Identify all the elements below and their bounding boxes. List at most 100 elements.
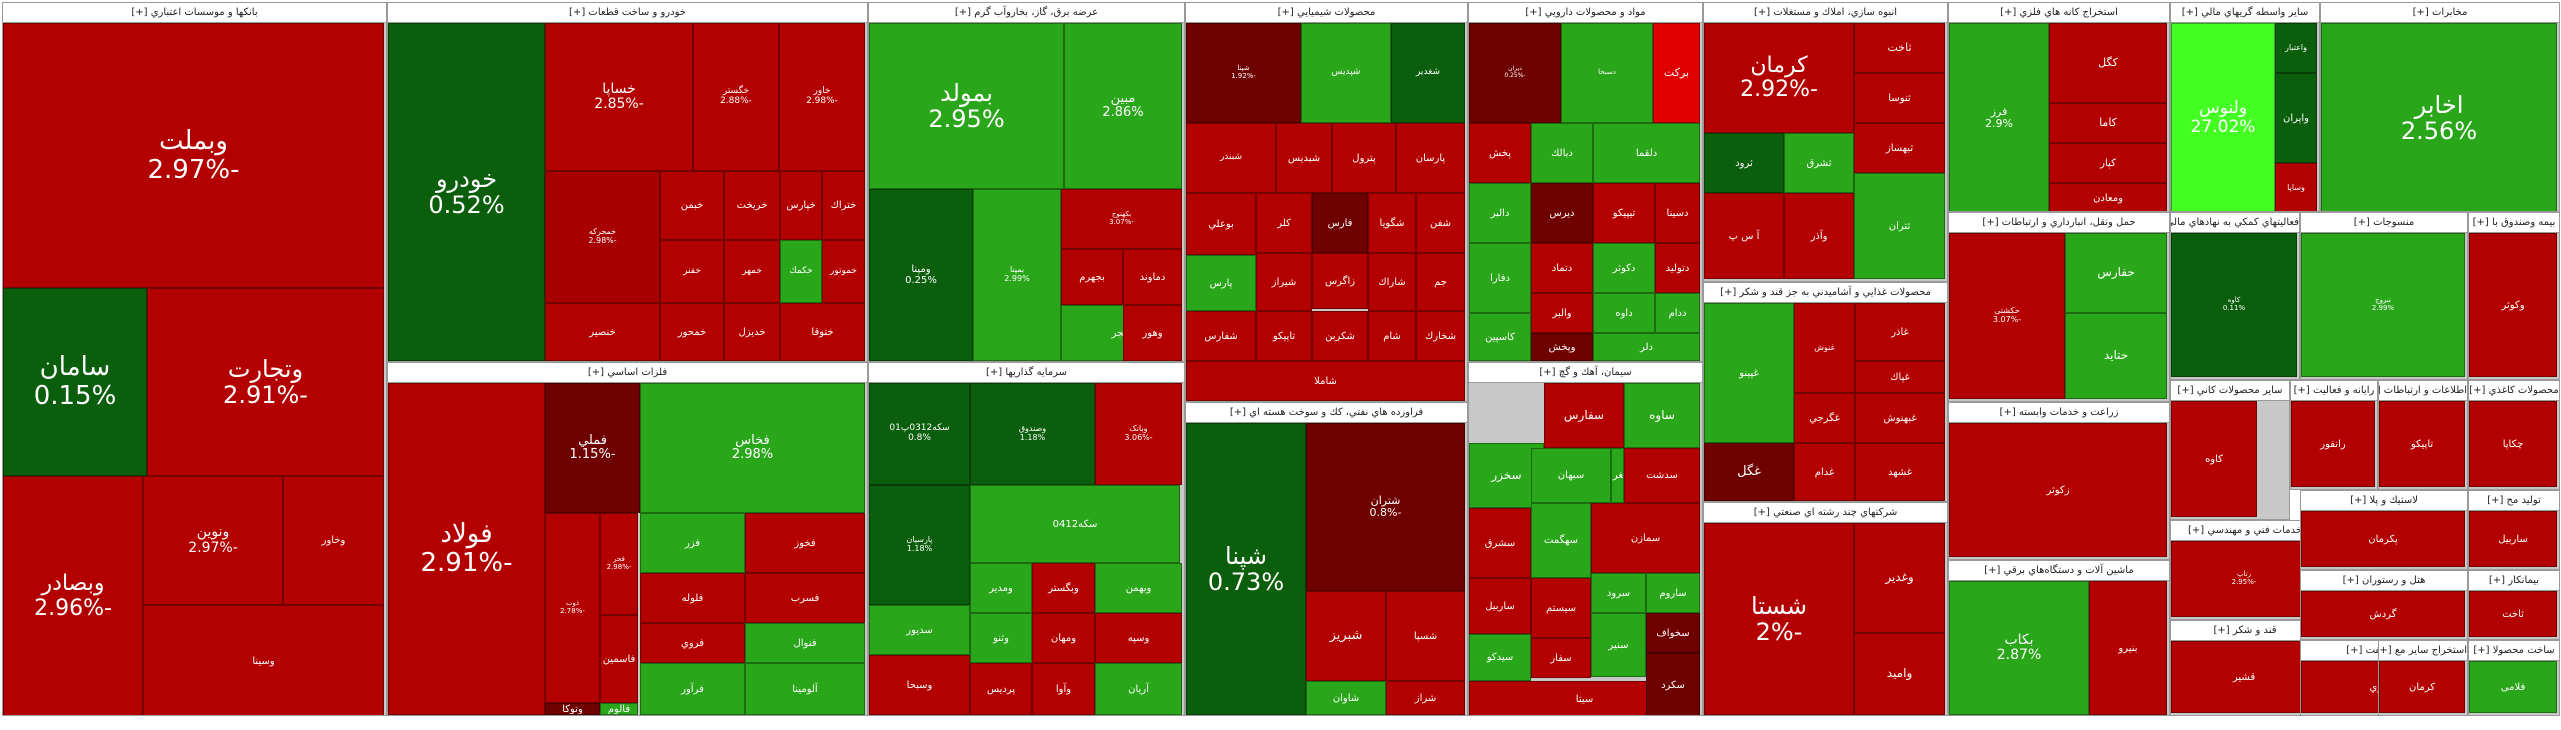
stock-tile[interactable]: ساربیل — [1469, 578, 1531, 634]
stock-tile[interactable]: زاگرس — [1312, 253, 1368, 309]
stock-tile[interactable]: پارسيان 1.18% — [869, 485, 970, 605]
stock-tile[interactable]: بمپنا 2.99% — [973, 189, 1061, 361]
stock-tile[interactable]: فرآور — [640, 663, 745, 715]
sector-title[interactable]: ساير محصولات كاني [+] — [2171, 381, 2289, 401]
stock-tile[interactable]: غگرجي — [1794, 393, 1855, 443]
stock-tile[interactable]: زكوثر — [1949, 423, 2167, 557]
stock-tile[interactable]: دالبر — [1469, 183, 1531, 243]
stock-tile[interactable]: واعتبار — [2275, 23, 2317, 73]
stock-tile[interactable]: وكوثر — [2469, 233, 2557, 377]
sector-title[interactable]: فلزات اساسي [+] — [388, 363, 867, 383]
stock-tile[interactable]: فولاد -2.91% — [388, 383, 545, 715]
sector-title[interactable]: لاستيك و پلا [+] — [2301, 491, 2467, 511]
stock-tile[interactable]: حکشتی -3.07% — [1949, 233, 2065, 399]
stock-tile[interactable]: سشرق — [1469, 508, 1531, 578]
stock-tile[interactable]: سيدكو — [1469, 634, 1531, 681]
stock-tile[interactable]: فلوله — [640, 573, 745, 623]
stock-tile[interactable]: سکه0412 — [970, 485, 1180, 563]
sector-title[interactable]: مخابرات [+] — [2321, 3, 2559, 23]
stock-tile[interactable]: سدشت — [1624, 448, 1700, 503]
sector-title[interactable]: توليد مح [+] — [2469, 491, 2559, 511]
stock-tile[interactable]: ذوب -2.78% — [545, 513, 600, 703]
sector-title[interactable]: ساخت محصولا [+] — [2469, 641, 2559, 661]
stock-tile[interactable]: مبين 2.86% — [1064, 23, 1182, 189]
sector-title[interactable]: بيمه وصندوق با [+] — [2469, 213, 2559, 233]
stock-tile[interactable]: كاما — [2049, 103, 2167, 143]
stock-tile[interactable]: غشهد — [1855, 443, 1945, 501]
sector-title[interactable]: رايانه و فعاليت [+] — [2291, 381, 2377, 401]
sector-title[interactable]: زراعت و خدمات وابسته [+] — [1949, 403, 2169, 423]
stock-tile[interactable]: خمهر — [724, 240, 780, 303]
stock-tile[interactable]: سفارس — [1544, 383, 1624, 448]
stock-tile[interactable]: واميد — [1854, 633, 1945, 715]
stock-tile[interactable]: فالوم — [600, 703, 638, 715]
stock-tile[interactable]: پترول — [1332, 123, 1396, 193]
stock-tile[interactable]: شغدير — [1391, 23, 1465, 123]
stock-tile[interactable]: وساپا — [2275, 163, 2317, 211]
stock-tile[interactable]: سفار — [1531, 638, 1591, 678]
stock-tile[interactable]: شام — [1368, 311, 1416, 361]
sector-title[interactable]: فعاليتهاي كمكي به نهادهاي مالي [+] — [2171, 213, 2299, 233]
stock-tile[interactable]: شتران -0.8% — [1306, 423, 1465, 591]
stock-tile[interactable]: فنوال — [745, 623, 865, 663]
stock-tile[interactable]: شاراك — [1368, 253, 1416, 311]
stock-tile[interactable]: رانفور — [2291, 401, 2375, 487]
stock-tile[interactable]: وغدير — [1854, 523, 1945, 633]
stock-tile[interactable]: ومعادن — [2049, 183, 2167, 211]
stock-tile[interactable]: ونوين -2.97% — [143, 476, 283, 605]
stock-tile[interactable]: نبروج 2.99% — [2301, 233, 2465, 377]
stock-tile[interactable]: خاور -2.98% — [779, 23, 865, 171]
stock-tile[interactable]: شبريز — [1306, 591, 1386, 681]
stock-tile[interactable]: كلر — [1256, 193, 1312, 253]
stock-tile[interactable]: ثاخت — [2469, 591, 2557, 637]
stock-tile[interactable]: شكربن — [1312, 311, 1368, 361]
stock-tile[interactable]: كاسپين — [1469, 313, 1531, 361]
sector-title[interactable]: اطلاعات و ارتباطات [+] — [2379, 381, 2467, 401]
stock-tile[interactable]: فجر -2.98% — [600, 513, 638, 615]
sector-title[interactable]: هتل و رستوران [+] — [2301, 571, 2467, 591]
sector-title[interactable]: شركتهاي چند رشته اي صنعتي [+] — [1704, 503, 1947, 523]
stock-tile[interactable]: قشير — [2171, 641, 2317, 713]
stock-tile[interactable]: آريان — [1095, 663, 1182, 715]
stock-tile[interactable]: شبديس — [1276, 123, 1332, 193]
stock-tile[interactable]: شپنا 0.73% — [1186, 423, 1306, 715]
stock-tile[interactable]: حفارس — [2065, 233, 2167, 313]
stock-tile[interactable]: بوعلي — [1186, 193, 1256, 255]
stock-tile[interactable]: سکه0312پ01 0.8% — [869, 383, 970, 485]
stock-tile[interactable]: چكاپا — [2469, 401, 2557, 487]
stock-tile[interactable]: وتوكا — [545, 703, 600, 715]
stock-tile[interactable]: سخواف — [1646, 613, 1700, 653]
stock-tile[interactable]: وبهمن — [1095, 563, 1182, 613]
stock-tile[interactable]: وآذر — [1784, 193, 1854, 279]
stock-tile[interactable]: كرمان — [2379, 661, 2465, 713]
sector-title[interactable]: مواد و محصولات دارويي [+] — [1469, 3, 1702, 23]
stock-tile[interactable]: دسبحا — [1561, 23, 1653, 123]
stock-tile[interactable]: بکهنوج -3.07% — [1061, 189, 1182, 249]
stock-tile[interactable]: آ س پ — [1704, 193, 1784, 279]
stock-tile[interactable]: سنير — [1591, 613, 1646, 677]
stock-tile[interactable]: وپخش — [1531, 333, 1593, 361]
stock-tile[interactable]: داوه — [1593, 293, 1655, 333]
sector-title[interactable]: ساير واسطه گريهاي مالي [+] — [2171, 3, 2319, 23]
stock-tile[interactable]: خساپا -2.85% — [545, 23, 693, 171]
stock-tile[interactable]: وسينا — [143, 605, 384, 715]
stock-tile[interactable]: ثبهساز — [1854, 123, 1945, 173]
stock-tile[interactable]: سكرد — [1646, 653, 1700, 715]
stock-tile[interactable]: سامان 0.15% — [3, 288, 147, 476]
sector-title[interactable]: فراورده هاي نفتي، كك و سوخت هسته اي [+] — [1186, 403, 1467, 423]
stock-tile[interactable]: تاپيكو — [2379, 401, 2465, 487]
stock-tile[interactable]: فزر — [640, 513, 745, 573]
stock-tile[interactable]: وسپه — [1095, 613, 1182, 663]
stock-tile[interactable]: بجهرم — [1061, 249, 1123, 305]
sector-title[interactable]: محصولات كاغذي [+] — [2469, 381, 2559, 401]
sector-title[interactable]: قند و شكر [+] — [2171, 621, 2319, 641]
stock-tile[interactable]: سبهان — [1531, 448, 1611, 503]
sector-title[interactable]: خودرو و ساخت قطعات [+] — [388, 3, 867, 23]
stock-tile[interactable]: وسبحا — [869, 655, 970, 715]
stock-tile[interactable]: ثتران — [1854, 173, 1945, 279]
stock-tile[interactable]: ديرس — [1531, 183, 1593, 243]
sector-title[interactable]: استخراج كانه هاي فلزي [+] — [1949, 3, 2169, 23]
stock-tile[interactable]: شبندر — [1186, 123, 1276, 193]
stock-tile[interactable]: ساربیل — [2469, 511, 2557, 567]
stock-tile[interactable]: دماوند — [1123, 249, 1182, 305]
